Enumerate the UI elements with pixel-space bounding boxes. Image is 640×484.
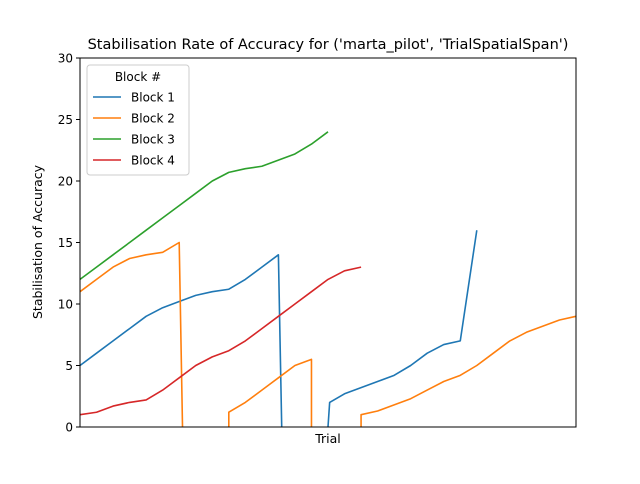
y-axis-label: Stabilisation of Accuracy: [30, 164, 45, 319]
legend-title: Block #: [115, 70, 161, 84]
chart-title: Stabilisation Rate of Accuracy for ('mar…: [88, 37, 569, 53]
y-tick-label: 10: [58, 298, 73, 312]
y-tick-label: 30: [58, 52, 73, 66]
legend-item-block-3: Block 3: [93, 133, 175, 147]
legend-item-block-4: Block 4: [93, 154, 175, 168]
legend-entries: Block 1 Block 2 Block 3 Block 4: [93, 91, 175, 168]
series-line-block-2: [79, 241, 577, 428]
legend: Block # Block 1 Block 2 Block 3 Block 4: [86, 64, 190, 176]
legend-label: Block 2: [131, 112, 175, 126]
y-tick-label: 0: [65, 421, 73, 435]
y-tick-label: 15: [58, 236, 73, 250]
legend-label: Block 1: [131, 91, 175, 105]
series-layer: [79, 131, 577, 428]
y-tick-label: 20: [58, 175, 73, 189]
y-axis-ticks: 0 5 10 15 20 25 30: [58, 52, 80, 435]
legend-item-block-2: Block 2: [93, 112, 175, 126]
series-line-block-4: [79, 266, 362, 416]
y-tick-label: 5: [65, 359, 73, 373]
legend-label: Block 4: [131, 154, 175, 168]
x-axis-label: Trial: [314, 431, 341, 446]
y-tick-label: 25: [58, 113, 73, 127]
series-line-block-1: [79, 230, 478, 428]
legend-item-block-1: Block 1: [93, 91, 175, 105]
series-line-block-3: [79, 131, 329, 281]
legend-label: Block 3: [131, 133, 175, 147]
legend-box: [86, 64, 190, 176]
